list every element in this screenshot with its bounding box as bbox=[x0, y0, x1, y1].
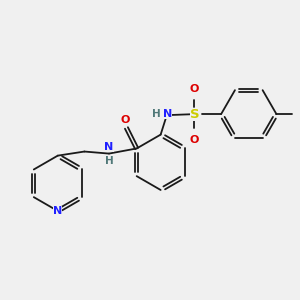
Text: O: O bbox=[190, 83, 199, 94]
Text: N: N bbox=[104, 142, 114, 152]
Text: O: O bbox=[190, 135, 199, 145]
Text: N: N bbox=[163, 109, 172, 119]
Text: S: S bbox=[190, 108, 199, 121]
Text: N: N bbox=[53, 206, 62, 216]
Text: O: O bbox=[121, 115, 130, 125]
Text: H: H bbox=[105, 156, 113, 166]
Text: H: H bbox=[152, 109, 161, 119]
